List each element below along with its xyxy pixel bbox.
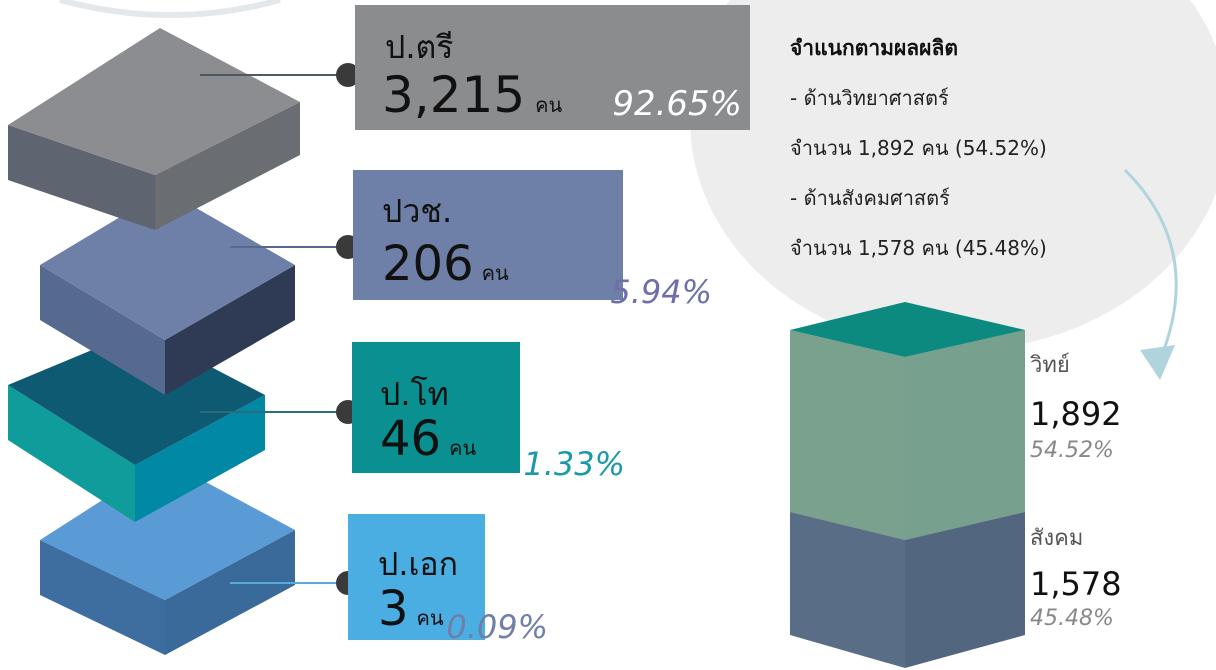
level-label: ป.โท [380, 375, 449, 413]
group-percent: 54.52% [1030, 438, 1114, 463]
group-percent: 45.48% [1030, 606, 1114, 631]
breakdown-line: จำนวน 1,578 คน (45.48%) [790, 236, 1047, 260]
group-label: วิทย์ [1029, 353, 1069, 378]
breakdown-line: จำนวน 1,892 คน (54.52%) [790, 136, 1047, 160]
level-percent: 1.33% [523, 445, 625, 483]
level-blocks [8, 28, 300, 655]
group-count: 1,578 [1030, 565, 1122, 603]
background-arc [60, 0, 280, 15]
infographic: ป.ตรี 3,215คน 92.65% ปวช. 206คน 5.94% ป.… [0, 0, 1216, 670]
group-blocks [790, 302, 1025, 668]
group-label: สังคม [1030, 526, 1083, 551]
level-percent: 0.09% [446, 608, 548, 646]
level-percent: 5.94% [610, 273, 712, 311]
group-count: 1,892 [1030, 395, 1122, 433]
level-label: ป.ตรี [385, 28, 453, 66]
level-label: ปวช. [382, 192, 452, 230]
breakdown-line: - ด้านวิทยาศาสตร์ [790, 86, 949, 110]
breakdown-title: จำแนกตามผลผลิต [790, 36, 958, 60]
level-percent: 92.65% [612, 84, 742, 124]
level-label: ป.เอก [378, 545, 458, 583]
breakdown-line: - ด้านสังคมศาสตร์ [790, 186, 950, 210]
